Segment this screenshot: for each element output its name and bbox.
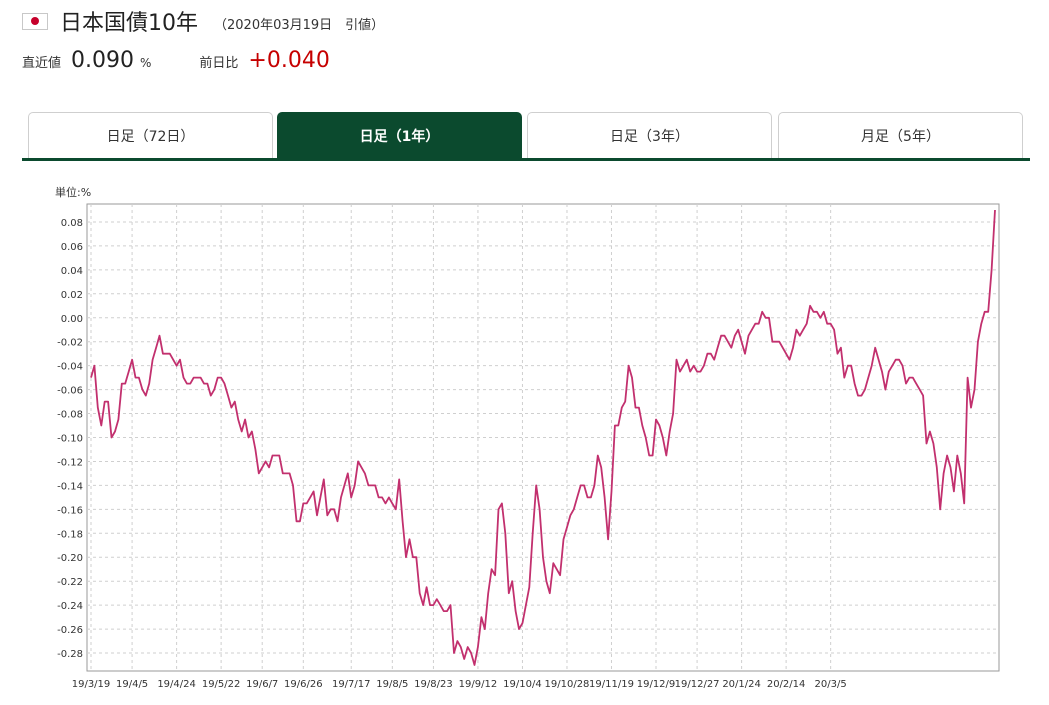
tab-label: 日足（72日） bbox=[106, 128, 195, 145]
tab-daily-3y[interactable]: 日足（3年） bbox=[527, 112, 772, 158]
y-tick-label: -0.04 bbox=[57, 362, 83, 373]
y-tick-label: -0.12 bbox=[57, 457, 83, 468]
y-tick-label: -0.14 bbox=[57, 481, 83, 492]
x-tick-label: 19/5/22 bbox=[202, 679, 241, 690]
japan-flag-icon bbox=[22, 12, 48, 30]
y-tick-label: -0.26 bbox=[57, 625, 83, 636]
tab-daily-72d[interactable]: 日足（72日） bbox=[28, 112, 273, 158]
x-tick-label: 19/12/9 bbox=[637, 679, 676, 690]
x-tick-label: 19/10/28 bbox=[545, 679, 590, 690]
x-tick-label: 20/1/24 bbox=[722, 679, 761, 690]
unit-label: 単位:% bbox=[55, 185, 91, 199]
flag-red-disc bbox=[31, 17, 39, 25]
tab-monthly-5y[interactable]: 月足（5年） bbox=[778, 112, 1023, 158]
y-tick-label: -0.20 bbox=[57, 553, 83, 564]
y-tick-label: -0.18 bbox=[57, 529, 83, 540]
x-tick-label: 19/10/4 bbox=[503, 679, 542, 690]
y-tick-label: -0.08 bbox=[57, 410, 83, 421]
tab-label: 日足（3年） bbox=[610, 128, 689, 145]
x-tick-label: 20/3/5 bbox=[815, 679, 847, 690]
tab-underline bbox=[22, 158, 1030, 161]
y-tick-label: -0.10 bbox=[57, 434, 83, 445]
y-tick-label: -0.28 bbox=[57, 649, 83, 660]
y-tick-label: -0.06 bbox=[57, 386, 83, 397]
y-tick-label: -0.22 bbox=[57, 577, 83, 588]
y-tick-label: 0.04 bbox=[61, 266, 83, 277]
tab-label: 月足（5年） bbox=[861, 128, 940, 145]
header: 日本国債10年 （2020年03月19日 引値） bbox=[22, 6, 384, 36]
latest-value: 0.090 bbox=[71, 48, 134, 73]
series-line bbox=[90, 209, 996, 666]
yield-line-chart: 単位:% 0.08 0.06 0.04 0.02 0.00 -0.02 -0.04 -0.06 -… bbox=[55, 185, 1000, 690]
page-title: 日本国債10年 bbox=[60, 11, 198, 36]
x-tick-label: 19/3/19 bbox=[72, 679, 111, 690]
change-label: 前日比 bbox=[199, 56, 239, 71]
quote-row: 直近値 0.090 % 前日比 +0.040 bbox=[22, 48, 330, 80]
x-tick-label: 19/8/5 bbox=[376, 679, 408, 690]
x-tick-label: 19/9/12 bbox=[459, 679, 498, 690]
y-tick-label: 0.08 bbox=[61, 218, 83, 229]
tab-label: 日足（1年） bbox=[359, 128, 440, 145]
y-tick-label: -0.24 bbox=[57, 601, 83, 612]
y-tick-label: 0.02 bbox=[61, 290, 83, 301]
latest-unit: % bbox=[140, 56, 152, 70]
x-tick-label: 19/8/23 bbox=[414, 679, 453, 690]
tab-daily-1y[interactable]: 日足（1年） bbox=[277, 112, 522, 158]
y-tick-label: 0.06 bbox=[61, 242, 83, 253]
x-tick-label: 19/4/5 bbox=[116, 679, 148, 690]
y-tick-label: -0.16 bbox=[57, 505, 83, 516]
x-tick-label: 19/12/27 bbox=[675, 679, 720, 690]
latest-label: 直近値 bbox=[22, 56, 62, 71]
x-tick-label: 20/2/14 bbox=[767, 679, 806, 690]
y-tick-label: -0.02 bbox=[57, 338, 83, 349]
change-value: +0.040 bbox=[248, 48, 330, 73]
x-tick-label: 19/4/24 bbox=[157, 679, 196, 690]
x-tick-label: 19/6/26 bbox=[284, 679, 323, 690]
y-tick-label: 0.00 bbox=[61, 314, 83, 325]
x-tick-label: 19/7/17 bbox=[332, 679, 371, 690]
page-subtitle: （2020年03月19日 引値） bbox=[214, 17, 385, 33]
x-tick-label: 19/11/19 bbox=[589, 679, 634, 690]
x-tick-label: 19/6/7 bbox=[246, 679, 278, 690]
period-tabs: 日足（72日） 日足（1年） 日足（3年） 月足（5年） bbox=[22, 112, 1030, 161]
